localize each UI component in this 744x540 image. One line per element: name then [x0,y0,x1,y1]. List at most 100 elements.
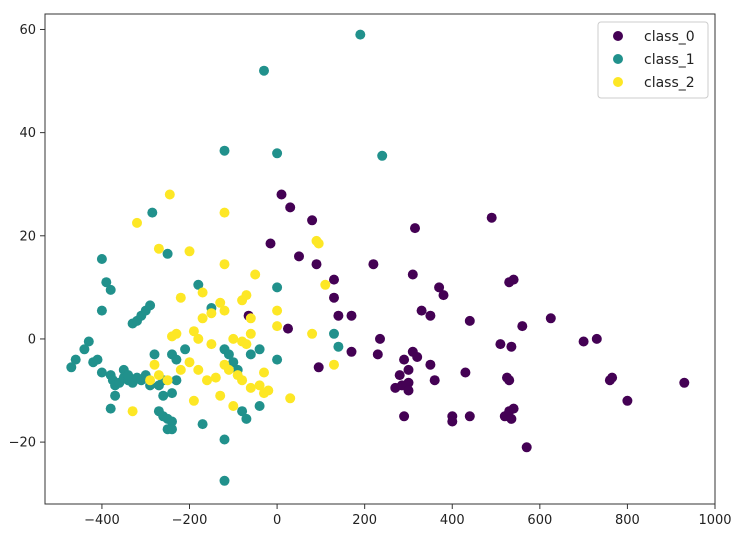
point-class-2-34 [153,370,164,381]
point-class-1-54 [171,375,182,386]
point-class-2-54 [263,385,274,396]
point-class-1-23 [254,344,265,355]
point-class-1-2 [219,145,230,156]
point-class-1-33 [83,336,94,347]
point-class-1-36 [96,367,107,378]
point-class-0-29 [394,370,405,381]
point-class-1-25 [272,354,283,365]
x-tick-label: 0 [273,513,281,528]
point-class-0-23 [425,359,436,370]
point-class-0-34 [399,411,410,422]
points-layer [66,29,690,486]
point-class-2-39 [202,375,212,386]
x-tick-label: −200 [172,513,208,528]
point-class-1-22 [245,349,256,360]
x-axis: −400 −200 0 200 400 600 800 1000 [84,504,732,528]
point-class-1-6 [147,207,158,218]
point-class-1-66 [241,413,252,424]
point-class-2-24 [228,333,239,344]
point-class-1-64 [219,434,230,445]
point-class-2-3 [153,243,164,254]
point-class-0-21 [434,282,445,293]
point-class-2-9 [320,279,331,290]
point-class-1-52 [158,390,169,401]
point-class-0-47 [517,321,528,332]
point-class-0-2 [265,238,276,249]
x-tick-label: 400 [440,513,465,528]
point-class-1-63 [197,419,208,430]
point-class-0-14 [372,349,383,360]
point-class-1-1 [259,65,269,76]
point-class-2-6 [250,269,261,280]
point-class-1-32 [79,344,90,355]
point-class-2-32 [149,359,160,370]
legend-box [597,21,709,99]
point-class-0-5 [311,259,322,270]
point-class-0-7 [329,292,339,303]
point-class-0-0 [276,189,287,200]
point-class-2-38 [193,364,204,375]
point-class-1-67 [254,401,265,411]
point-class-2-28 [272,321,283,332]
point-class-0-37 [464,411,475,422]
point-class-2-20 [171,328,182,339]
x-tick-label: 600 [527,513,552,528]
point-class-0-15 [375,333,385,344]
point-class-0-17 [407,269,418,280]
point-class-2-27 [245,328,256,339]
point-class-0-58 [622,395,633,406]
point-class-1-9 [105,284,116,295]
point-class-0-33 [403,385,414,396]
point-class-1-7 [96,254,107,264]
point-class-0-55 [591,333,602,344]
point-class-2-4 [184,246,195,257]
point-class-0-57 [607,372,618,383]
point-class-0-20 [425,310,436,321]
point-class-0-11 [283,323,293,334]
legend-label-class-0: class_0 [644,29,695,45]
point-class-1-19 [223,349,234,360]
point-class-2-46 [254,380,265,391]
point-class-1-28 [180,344,191,355]
legend-marker-class-1 [613,54,623,64]
point-class-2-16 [241,290,252,301]
point-class-0-39 [464,315,475,326]
point-class-0-4 [307,215,318,226]
point-class-1-29 [149,349,160,360]
point-class-0-52 [521,442,532,453]
point-class-1-56 [105,403,116,414]
point-class-0-40 [486,212,497,223]
legend-label-class-2: class_2 [644,75,695,91]
point-class-0-8 [333,310,344,321]
point-class-2-30 [307,328,318,339]
point-class-1-4 [377,150,388,161]
legend-marker-class-0 [613,31,623,41]
point-class-2-29 [272,305,283,316]
point-class-0-41 [495,339,506,350]
point-class-2-0 [164,189,175,200]
point-class-2-26 [241,339,252,350]
point-class-1-60 [167,416,177,427]
point-class-2-45 [245,382,256,393]
point-class-1-70 [219,475,230,486]
point-class-2-5 [219,259,230,270]
point-class-0-53 [545,313,556,324]
point-class-0-46 [508,274,519,285]
point-class-0-3 [294,251,304,262]
x-tick-label: 800 [615,513,640,528]
point-class-1-65 [237,406,248,417]
point-class-0-13 [346,346,357,357]
point-class-1-69 [333,341,344,352]
point-class-2-37 [184,357,195,368]
x-tick-label: 200 [352,513,377,528]
legend-label-class-1: class_1 [644,52,695,68]
point-class-2-36 [175,364,186,375]
x-tick-label: −400 [84,513,120,528]
point-class-2-33 [145,375,156,386]
point-class-2-31 [329,359,339,370]
point-class-1-5 [162,248,173,259]
y-tick-label: 60 [19,23,36,38]
point-class-1-35 [92,354,103,365]
point-class-0-19 [416,305,427,316]
